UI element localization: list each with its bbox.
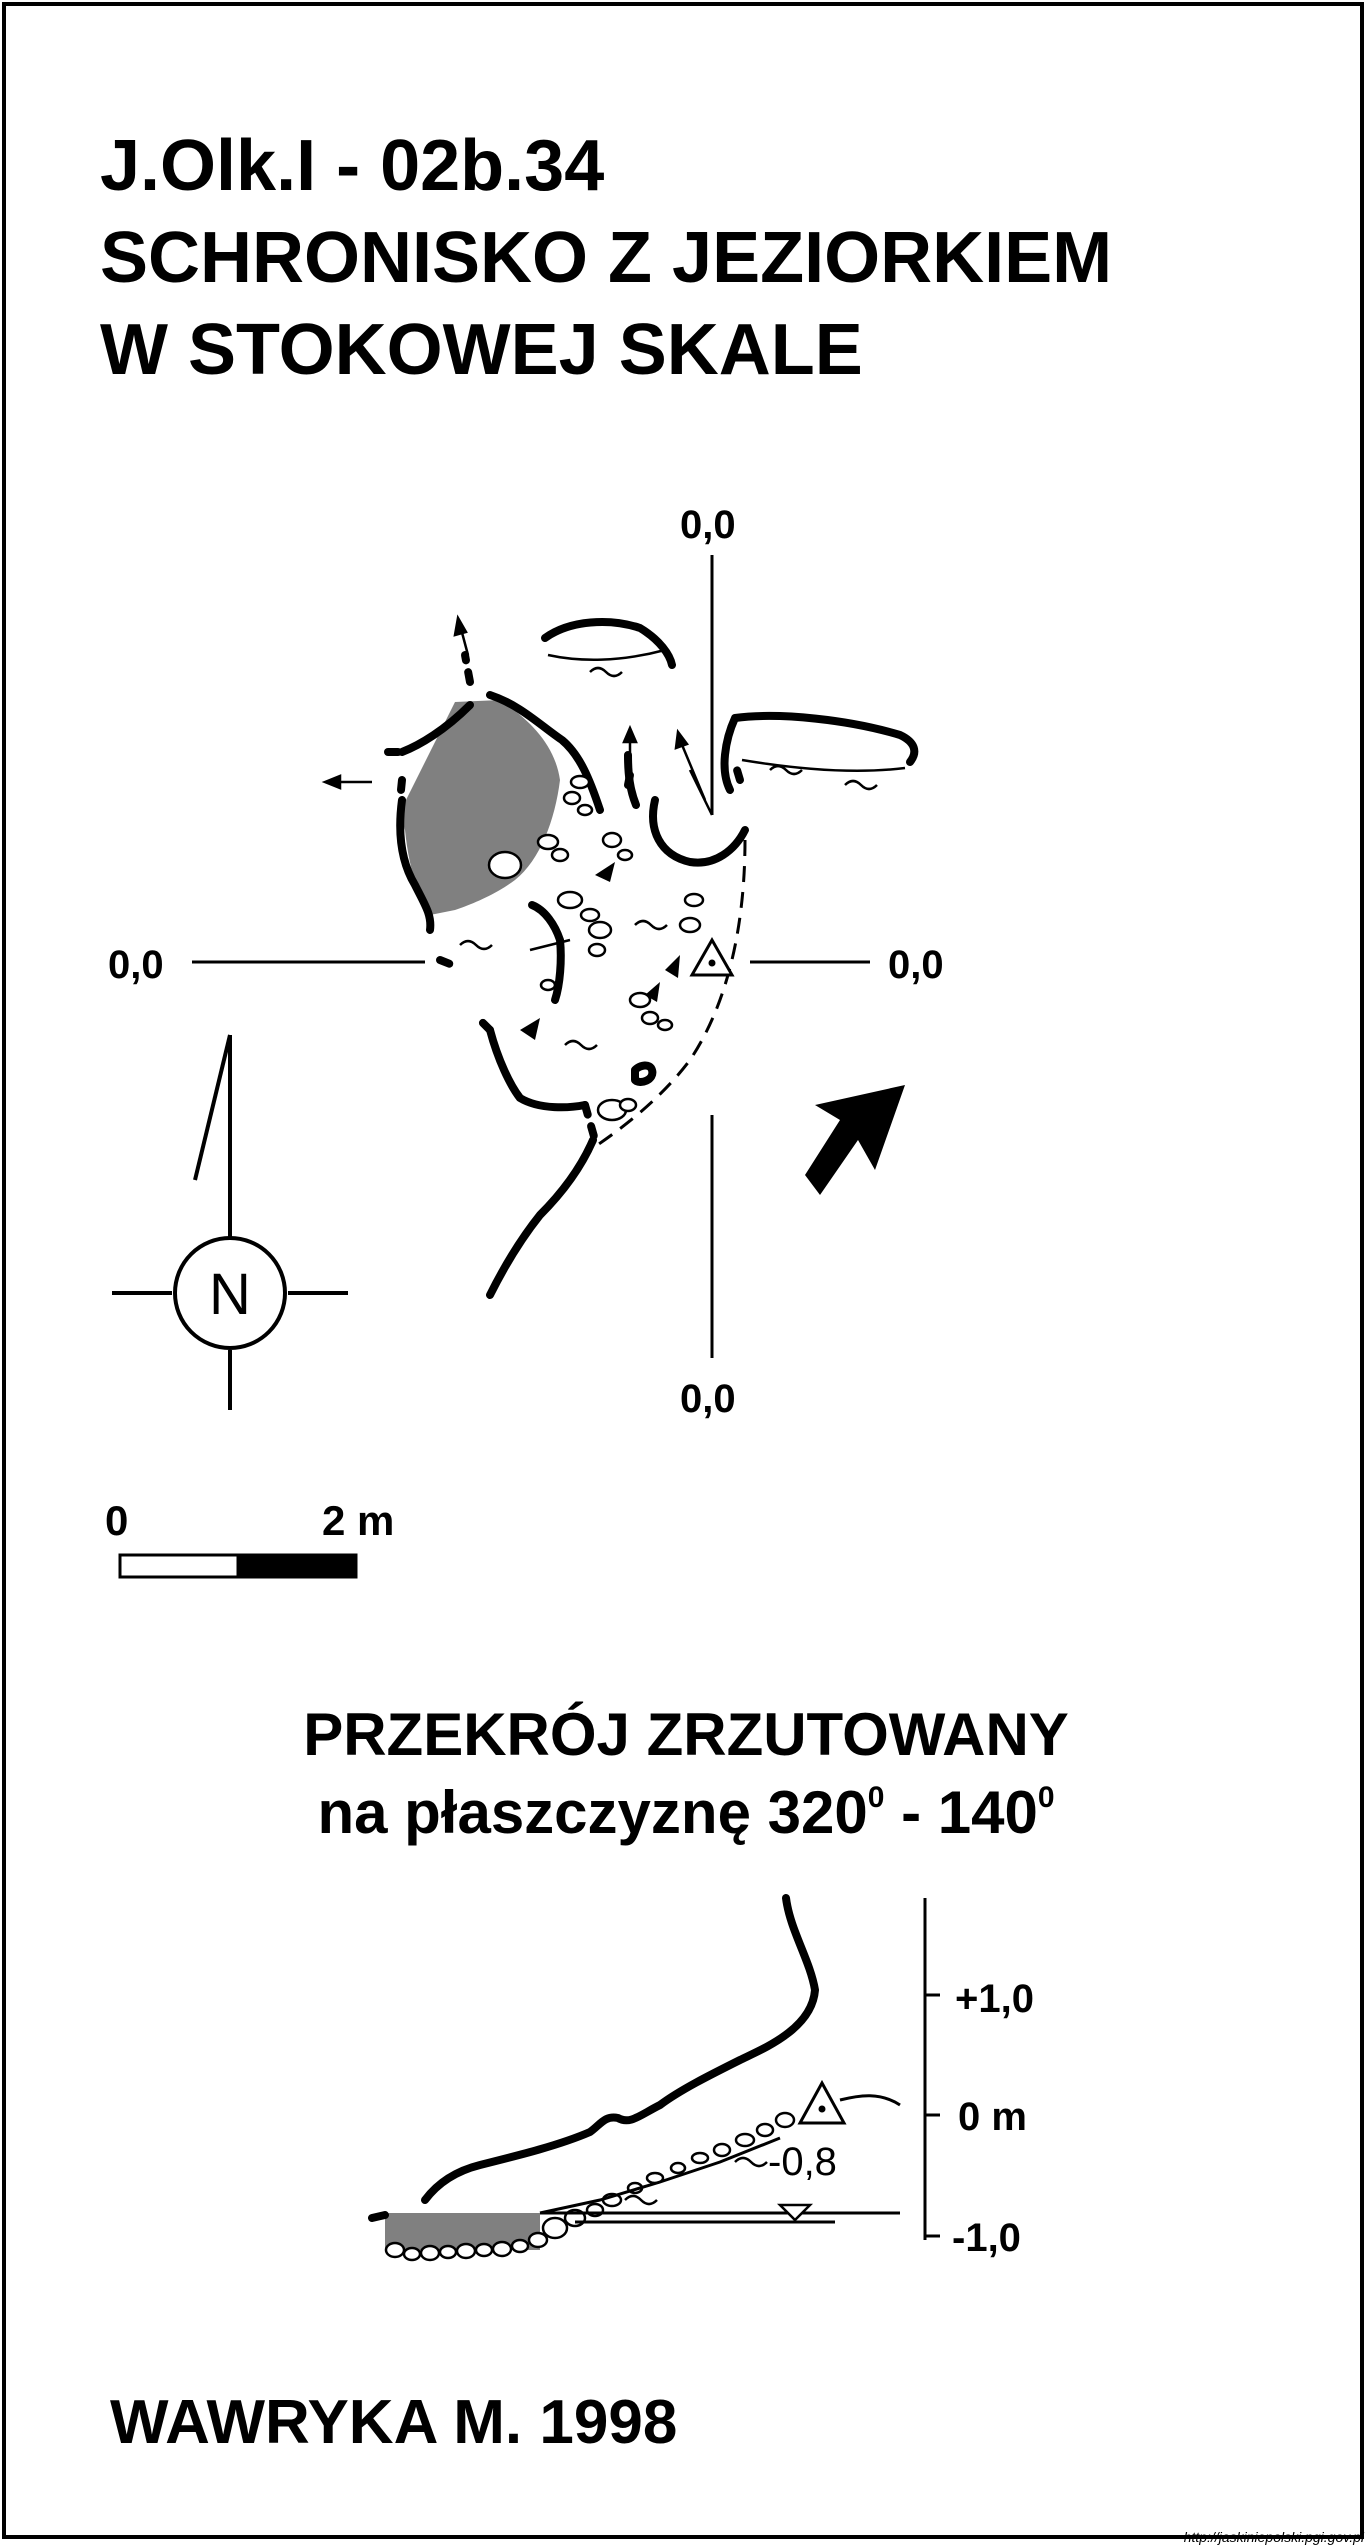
north-label: N — [209, 1262, 251, 1327]
degree-mark-1: 0 — [867, 1781, 885, 1814]
section-floor-rubble — [384, 2111, 796, 2262]
rubble-boulders — [487, 774, 705, 1122]
section-ceiling-dash — [368, 2211, 389, 2222]
source-url[interactable]: http://jaskiniepolski.pgi.gov.pl — [1183, 2529, 1364, 2545]
cave-name-line1: SCHRONISKO Z JEZIORKIEM — [100, 218, 1113, 298]
axis-label-top: 0,0 — [680, 503, 736, 547]
section-height-scale — [923, 1898, 940, 2240]
author-credit: WAWRYKA M. 1998 — [110, 2388, 678, 2457]
scale-label-start: 0 — [105, 1497, 128, 1544]
north-arrow-icon — [112, 1034, 348, 1410]
lake-area — [400, 700, 560, 915]
wall-dashed-ends — [376, 651, 744, 1144]
axis-label-right: 0,0 — [888, 943, 944, 987]
section-water-symbols — [624, 2156, 768, 2206]
degree-mark-2: 0 — [1037, 1781, 1055, 1814]
cave-code: J.Olk.I - 02b.34 — [100, 126, 605, 206]
scale-label-end: 2 m — [322, 1497, 394, 1544]
section-ceiling — [421, 1894, 819, 2204]
section-floor-lines — [539, 2094, 901, 2224]
pool-rims — [529, 648, 906, 952]
survey-axes — [192, 555, 870, 1358]
passage-arrows — [321, 614, 714, 816]
cave-walls-plan — [396, 618, 919, 1299]
scale-bar — [118, 1553, 358, 1579]
survey-station-icon — [689, 936, 735, 977]
slope-symbols — [520, 862, 680, 1040]
water-level-icon — [776, 2203, 814, 2222]
section-scale-minus: -1,0 — [952, 2216, 1021, 2260]
section-subtitle-sep: - 140 — [884, 1779, 1038, 1846]
axis-label-left: 0,0 — [108, 943, 164, 987]
entrance-arrow-icon — [805, 1085, 905, 1195]
section-subtitle-text: na płaszczyznę 320 — [317, 1779, 868, 1846]
section-scale-plus: +1,0 — [955, 1977, 1034, 2021]
section-water — [385, 2213, 540, 2250]
section-subtitle: na płaszczyznę 3200 - 1400 — [0, 1783, 1372, 1843]
water-symbols — [459, 666, 878, 1051]
axis-label-bottom: 0,0 — [680, 1377, 736, 1421]
dripline — [589, 839, 747, 1152]
section-scale-zero: 0 m — [958, 2095, 1027, 2139]
water-level-label: -0,8 — [768, 2140, 837, 2184]
section-station-icon — [797, 2079, 847, 2125]
section-title: PRZEKRÓJ ZRZUTOWANY — [303, 1701, 1069, 1768]
cave-name-line2: W STOKOWEJ SKALE — [100, 310, 863, 390]
